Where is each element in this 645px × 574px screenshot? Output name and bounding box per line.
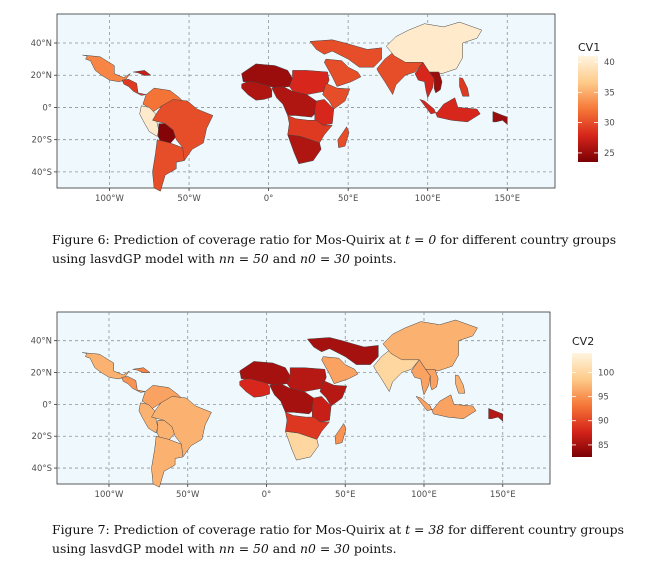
lat-tick-label: 40°S [32,464,52,474]
caption-nn: nn = 50 [218,251,269,266]
region-mexico: Mexico [82,352,130,380]
caption-suffix: points. [353,251,397,266]
caption-prefix: Figure 6: Prediction of coverage ratio f… [52,232,402,247]
region-sudan-chad: Sudan-Chad [286,367,327,392]
lon-tick-label: 50°E [338,194,358,204]
region-philippines: Philippines [455,374,466,394]
lon-tick-label: 50°E [335,490,355,500]
legend-colorbar [578,56,598,162]
region-middle-east: Middle East [306,337,379,365]
figure-6-map: MexicoCentral AmericaCaribbeanColombia-V… [31,13,615,204]
region-horn-of-africa: Horn of Africa [319,380,348,407]
region-madagascar: Madagascar [337,126,350,149]
lon-tick-label: 0° [262,490,272,500]
region-vietnam-laos: Vietnam-Laos [428,71,443,94]
lat-tick-label: 0° [42,400,52,410]
figure-7: MexicoCentral AmericaCaribbeanColombia-V… [0,300,645,504]
region-middle-east: Middle East [309,39,382,68]
region-indonesia: Indonesia [415,394,477,419]
legend-tick-label: 95 [598,393,609,403]
region-saudi-arabia: Saudi Arabia [324,58,362,87]
lat-tick-label: 40°N [31,39,52,49]
legend-title: CV2 [572,335,594,348]
lon-tick-label: 150°E [490,490,516,500]
region-central-america: Central America [121,376,146,393]
lon-tick-label: 100°W [95,490,124,500]
legend-tick-label: 90 [598,417,609,427]
lon-tick-label: 50°W [176,490,200,500]
figure-6: MexicoCentral AmericaCaribbeanColombia-V… [0,0,645,226]
caption-nn: nn = 50 [218,541,269,556]
lon-tick-label: 150°E [494,194,520,204]
region-vietnam-laos: Vietnam-Laos [425,369,439,391]
region-papua-new-guinea: Papua New Guinea [488,408,503,422]
region-indonesia: Indonesia [419,97,481,123]
lon-tick-label: 0° [264,194,274,204]
caption-time: t = 0 [405,232,437,247]
lat-tick-label: 20°N [31,71,52,81]
caption-and: and [272,251,297,266]
region-caribbean: Caribbean [132,367,151,374]
region-southern-cone: Southern Cone [152,139,185,192]
legend-title: CV1 [578,41,600,54]
caption-n0: n0 = 30 [300,251,350,266]
lon-tick-label: 50°W [177,194,201,204]
legend-colorbar [572,353,592,457]
region-china: China [385,21,483,74]
lon-tick-label: 100°E [415,194,441,204]
region-saudi-arabia: Saudi Arabia [321,356,359,385]
region-myanmar-thailand: Myanmar-Thailand [414,61,435,99]
lat-tick-label: 20°S [32,432,52,442]
region-philippines: Philippines [459,77,470,97]
caption-middle: for different country groups using lasvd… [52,232,617,266]
figure-6-caption: Figure 6: Prediction of coverage ratio f… [52,230,627,268]
region-china: China [382,319,478,372]
region-mexico: Mexico [82,54,131,82]
figure-7-map: MexicoCentral AmericaCaribbeanColombia-V… [31,311,614,500]
caption-suffix: points. [353,541,397,556]
lat-tick-label: 0° [42,103,52,113]
region-sudan-chad: Sudan-Chad [289,70,330,95]
legend-tick-label: 35 [604,88,615,98]
lat-tick-label: 40°S [32,168,52,178]
caption-middle: for different country groups using lasvd… [52,522,624,556]
caption-and: and [272,541,297,556]
region-madagascar: Madagascar [334,422,347,445]
region-east-africa: East Africa [314,99,335,126]
region-southern-africa: Southern Africa [285,431,319,461]
legend-tick-label: 85 [598,441,609,451]
figure-7-caption: Figure 7: Prediction of coverage ratio f… [52,520,627,558]
region-caribbean: Caribbean [133,70,152,76]
legend-tick-label: 40 [604,58,615,68]
region-southern-cone: Southern Cone [151,435,184,488]
lat-tick-label: 40°N [31,337,52,347]
legend-tick-label: 25 [604,149,615,159]
region-papua-new-guinea: Papua New Guinea [492,111,508,125]
caption-prefix: Figure 7: Prediction of coverage ratio f… [52,522,402,537]
legend-tick-label: 100 [598,368,614,378]
region-india: India [373,349,420,393]
region-horn-of-africa: Horn of Africa [322,82,351,110]
legend-tick-label: 30 [604,119,615,129]
lat-tick-label: 20°N [31,369,52,379]
region-india: India [376,52,424,96]
caption-time: t = 38 [405,522,445,537]
caption-n0: n0 = 30 [300,541,350,556]
lon-tick-label: 100°W [95,194,124,204]
lat-tick-label: 20°S [32,136,52,146]
region-east-africa: East Africa [311,396,332,423]
region-central-america: Central America [121,79,147,96]
lon-tick-label: 100°E [411,490,437,500]
region-myanmar-thailand: Myanmar-Thailand [411,359,431,396]
region-southern-africa: Southern Africa [287,134,322,165]
